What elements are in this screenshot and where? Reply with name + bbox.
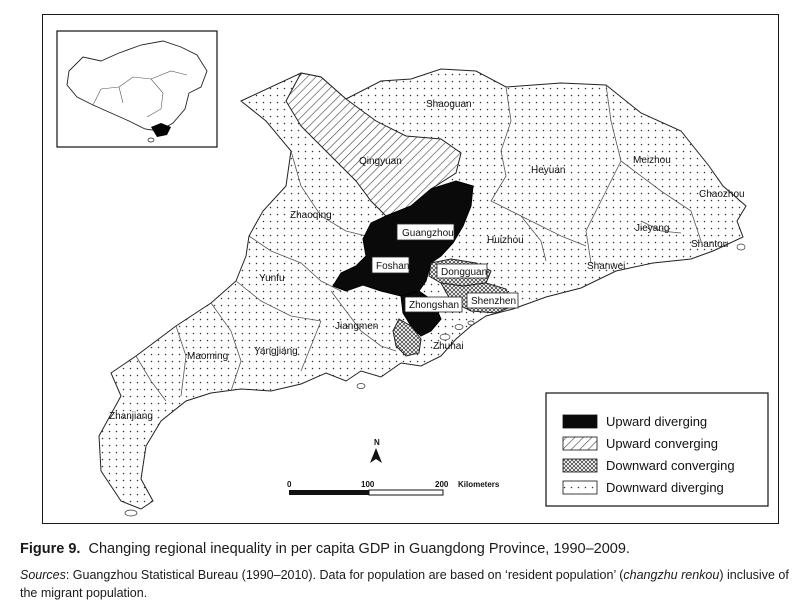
legend-upward-diverging: Upward diverging [606, 414, 707, 429]
label-jiangmen: Jiangmen [335, 321, 378, 332]
north-arrow-icon: N [370, 438, 382, 463]
label-yunfu: Yunfu [259, 273, 285, 284]
sources-tail: ) inclusive of the migrant population. [20, 568, 789, 600]
label-guangzhou: Guangzhou [402, 228, 454, 239]
guangdong-map: Shaoguan Qingyuan Heyuan Meizhou Chaozho… [56, 30, 769, 517]
figure-title: Changing regional inequality in per capi… [88, 541, 630, 557]
term-part2: renkou [681, 568, 720, 582]
scale-bar: 0 100 200 Kilometers [287, 480, 500, 496]
legend-downward-diverging: Downward diverging [606, 480, 724, 495]
label-jieyang: Jieyang [635, 223, 669, 234]
label-maoming: Maoming [187, 351, 228, 362]
label-chaozhou: Chaozhou [699, 189, 745, 200]
label-zhaoqing: Zhaoqing [290, 210, 332, 221]
label-shanwei: Shanwei [587, 261, 625, 272]
figure-caption: Figure 9. Changing regional inequality i… [20, 541, 630, 557]
sources-text: : Guangzhou Statistical Bureau (1990–201… [65, 568, 624, 582]
legend-swatch-upward-diverging [562, 414, 598, 429]
legend-upward-converging: Upward converging [606, 436, 718, 451]
label-heyuan: Heyuan [531, 165, 565, 176]
sources-label: Sources [20, 568, 66, 582]
label-yangjiang: Yangjiang [254, 346, 298, 357]
legend-swatch-downward-diverging [562, 480, 598, 495]
label-huizhou: Huizhou [487, 235, 524, 246]
boxed-labels: Guangzhou Foshan Dongguan Zhongshan Shen… [371, 223, 519, 313]
scale-tick-200: 200 [435, 480, 449, 489]
term-part1: changzhu [623, 568, 678, 582]
svg-text:N: N [374, 438, 380, 447]
label-foshan: Foshan [376, 261, 409, 272]
islands [124, 243, 746, 517]
label-shaoguan: Shaoguan [426, 99, 472, 110]
figure-label: Figure 9. [20, 541, 81, 557]
legend-swatch-downward-converging [562, 458, 598, 473]
map-frame: Shaoguan Qingyuan Heyuan Meizhou Chaozho… [42, 14, 779, 524]
label-shantou: Shantou [691, 239, 728, 250]
figure-sources: Sources: Guangzhou Statistical Bureau (1… [20, 566, 790, 602]
legend-downward-converging: Downward converging [606, 458, 735, 473]
label-dongguan: Dongguan [441, 267, 487, 278]
legend: Upward diverging Upward converging Downw… [545, 392, 769, 507]
china-inset [56, 30, 218, 148]
legend-swatch-upward-converging [562, 436, 598, 451]
city-labels: Shaoguan Qingyuan Heyuan Meizhou Chaozho… [109, 99, 745, 422]
inset-guangdong [151, 123, 171, 137]
label-zhuhai: Zhuhai [433, 341, 464, 352]
region-boundaries [135, 84, 702, 402]
scale-tick-0: 0 [287, 480, 292, 489]
scale-tick-100: 100 [361, 480, 375, 489]
label-shenzhen: Shenzhen [471, 296, 516, 307]
label-zhongshan: Zhongshan [409, 300, 459, 311]
region-zhuhai [392, 318, 422, 357]
label-zhanjiang: Zhanjiang [109, 411, 153, 422]
label-qingyuan: Qingyuan [359, 156, 402, 167]
scale-unit: Kilometers [458, 480, 500, 489]
label-meizhou: Meizhou [633, 155, 671, 166]
